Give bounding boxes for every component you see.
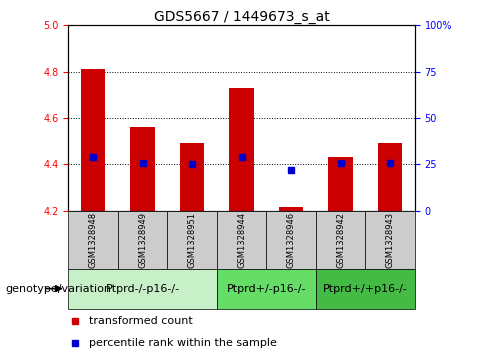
Bar (217, 211, 266, 269)
Bar (118, 211, 167, 269)
Bar (316, 211, 366, 269)
Text: GSM1328942: GSM1328942 (336, 212, 345, 268)
Bar (366, 211, 415, 269)
Text: GSM1328943: GSM1328943 (386, 212, 395, 268)
Bar (68, 269, 217, 309)
Text: percentile rank within the sample: percentile rank within the sample (89, 338, 277, 347)
Bar (130, 127, 155, 211)
Text: GSM1328946: GSM1328946 (286, 212, 296, 268)
Bar (180, 143, 204, 211)
Bar (328, 157, 353, 211)
Bar (316, 269, 415, 309)
Text: Ptprd+/-p16-/-: Ptprd+/-p16-/- (226, 284, 306, 294)
Bar (68, 211, 118, 269)
Bar (378, 143, 403, 211)
Text: GSM1328948: GSM1328948 (88, 212, 98, 268)
Text: Ptprd+/+p16-/-: Ptprd+/+p16-/- (323, 284, 408, 294)
Bar (217, 269, 316, 309)
Text: GSM1328951: GSM1328951 (187, 212, 197, 268)
Bar (167, 211, 217, 269)
Bar (81, 69, 105, 211)
Bar (229, 88, 254, 211)
Text: genotype/variation: genotype/variation (5, 284, 111, 294)
Text: transformed count: transformed count (89, 316, 193, 326)
Text: GSM1328944: GSM1328944 (237, 212, 246, 268)
Title: GDS5667 / 1449673_s_at: GDS5667 / 1449673_s_at (154, 11, 329, 24)
Text: Ptprd-/-p16-/-: Ptprd-/-p16-/- (105, 284, 180, 294)
Bar (266, 211, 316, 269)
Bar (279, 207, 304, 211)
Text: GSM1328949: GSM1328949 (138, 212, 147, 268)
